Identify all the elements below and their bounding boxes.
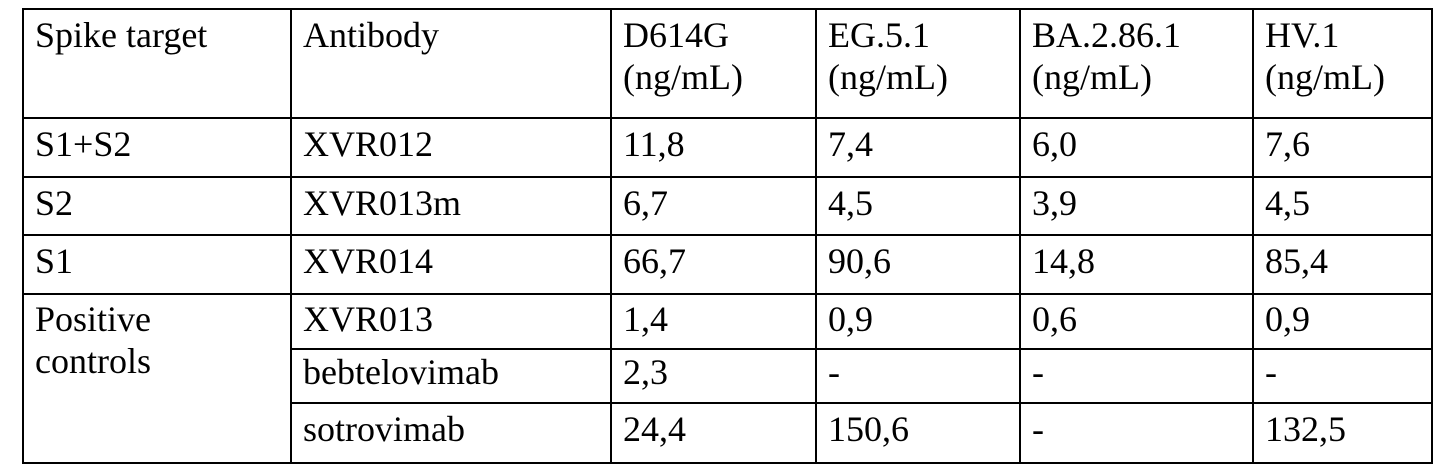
cell-antibody: XVR012 bbox=[290, 117, 612, 178]
header-d614g-label: D614G bbox=[623, 15, 729, 55]
header-ba2861: BA.2.86.1 (ng/mL) bbox=[1019, 8, 1254, 119]
cell-ba2861: 0,6 bbox=[1019, 293, 1254, 350]
header-eg51: EG.5.1 (ng/mL) bbox=[815, 8, 1021, 119]
header-hv1-label: HV.1 bbox=[1265, 15, 1340, 55]
cell-eg51: 7,4 bbox=[815, 117, 1021, 178]
cell-eg51: 0,9 bbox=[815, 293, 1021, 350]
cell-ba2861: - bbox=[1019, 348, 1254, 404]
cell-eg51: 150,6 bbox=[815, 402, 1021, 464]
table-row: S2 XVR013m 6,7 4,5 3,9 4,5 bbox=[22, 176, 1433, 236]
header-d614g-unit: (ng/mL) bbox=[623, 57, 743, 97]
positive-label: Positive bbox=[35, 299, 152, 339]
cell-hv1: 132,5 bbox=[1252, 402, 1433, 464]
header-ba2861-label: BA.2.86.1 bbox=[1032, 15, 1182, 55]
cell-antibody: sotrovimab bbox=[290, 402, 612, 464]
cell-d614g: 2,3 bbox=[610, 348, 817, 404]
cell-hv1: 85,4 bbox=[1252, 234, 1433, 295]
header-eg51-unit: (ng/mL) bbox=[828, 57, 948, 97]
cell-eg51: 90,6 bbox=[815, 234, 1021, 295]
neutralization-table: Spike target Antibody D614G (ng/mL) EG.5… bbox=[22, 8, 1433, 464]
cell-target: S2 bbox=[22, 176, 292, 236]
cell-hv1: 0,9 bbox=[1252, 293, 1433, 350]
controls-label: controls bbox=[35, 341, 151, 381]
cell-d614g: 11,8 bbox=[610, 117, 817, 178]
cell-antibody: XVR013 bbox=[290, 293, 612, 350]
cell-ba2861: 6,0 bbox=[1019, 117, 1254, 178]
cell-ba2861: 3,9 bbox=[1019, 176, 1254, 236]
cell-antibody: bebtelovimab bbox=[290, 348, 612, 404]
table-row: sotrovimab 24,4 150,6 - 132,5 bbox=[23, 402, 1433, 464]
cell-hv1: 7,6 bbox=[1252, 117, 1433, 178]
table-row: S1+S2 XVR012 11,8 7,4 6,0 7,6 bbox=[22, 117, 1433, 178]
header-hv1: HV.1 (ng/mL) bbox=[1252, 8, 1433, 119]
cell-d614g: 6,7 bbox=[610, 176, 817, 236]
table-row: S1 XVR014 66,7 90,6 14,8 85,4 bbox=[22, 234, 1433, 295]
cell-eg51: - bbox=[815, 348, 1021, 404]
header-hv1-unit: (ng/mL) bbox=[1265, 57, 1385, 97]
cell-hv1: - bbox=[1252, 348, 1433, 404]
cell-antibody: XVR013m bbox=[290, 176, 612, 236]
cell-antibody: XVR014 bbox=[290, 234, 612, 295]
cell-target: S1+S2 bbox=[22, 117, 292, 178]
cell-hv1: 4,5 bbox=[1252, 176, 1433, 236]
header-row: Spike target Antibody D614G (ng/mL) EG.5… bbox=[22, 8, 1433, 119]
header-eg51-label: EG.5.1 bbox=[828, 15, 930, 55]
cell-ba2861: - bbox=[1019, 402, 1254, 464]
header-d614g: D614G (ng/mL) bbox=[610, 8, 817, 119]
cell-target: S1 bbox=[22, 234, 292, 295]
header-ba2861-unit: (ng/mL) bbox=[1032, 57, 1152, 97]
header-spike-target: Spike target bbox=[22, 8, 292, 119]
cell-d614g: 66,7 bbox=[610, 234, 817, 295]
cell-ba2861: 14,8 bbox=[1019, 234, 1254, 295]
header-spike-target-label: Spike target bbox=[35, 15, 208, 55]
header-antibody-label: Antibody bbox=[303, 15, 440, 55]
header-antibody: Antibody bbox=[290, 8, 612, 119]
table-row: Positive controls XVR013 1,4 0,9 0,6 0,9 bbox=[22, 293, 1433, 464]
cell-d614g: 1,4 bbox=[610, 293, 817, 350]
cell-d614g: 24,4 bbox=[610, 402, 817, 464]
cell-target-positive-controls: Positive controls bbox=[22, 293, 292, 464]
cell-eg51: 4,5 bbox=[815, 176, 1021, 236]
table-row: bebtelovimab 2,3 - - - bbox=[23, 348, 1433, 404]
